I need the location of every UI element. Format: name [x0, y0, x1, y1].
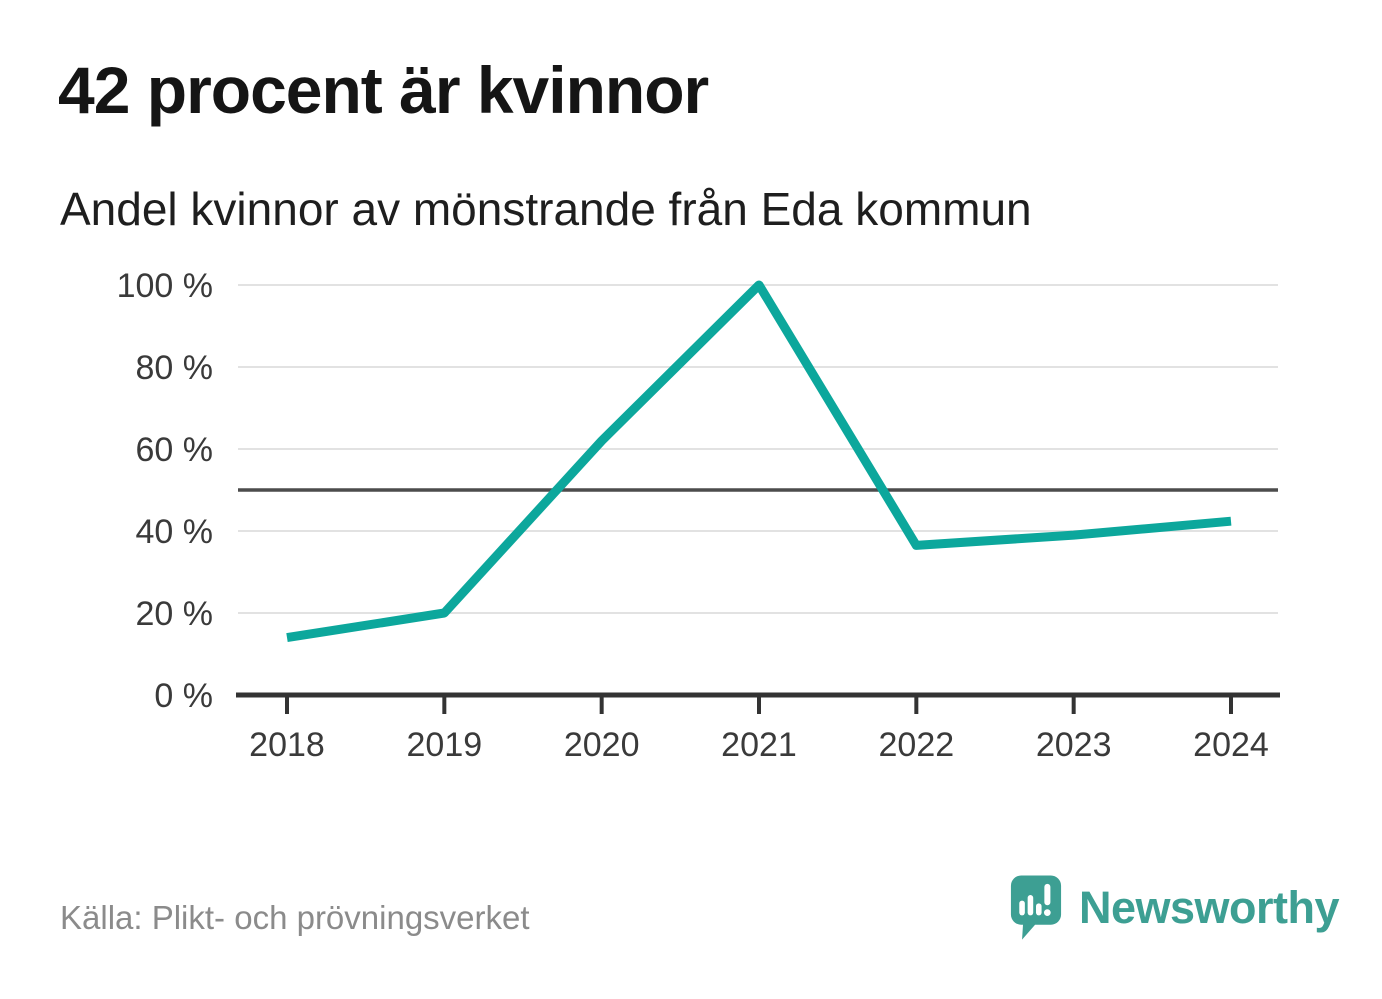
- chart-title: 42 procent är kvinnor: [58, 53, 709, 127]
- svg-text:20 %: 20 %: [136, 595, 214, 633]
- svg-text:100 %: 100 %: [117, 267, 213, 305]
- newsworthy-wordmark: Newsworthy: [1079, 882, 1340, 933]
- source-text: Källa: Plikt- och prövningsverket: [60, 899, 530, 936]
- svg-text:2019: 2019: [407, 726, 483, 764]
- svg-text:0 %: 0 %: [154, 677, 213, 715]
- svg-text:2023: 2023: [1036, 726, 1112, 764]
- svg-text:60 %: 60 %: [136, 431, 214, 469]
- newsworthy-logo-icon: [1010, 875, 1062, 940]
- svg-text:2022: 2022: [879, 726, 955, 764]
- svg-text:2020: 2020: [564, 726, 640, 764]
- svg-text:2024: 2024: [1193, 726, 1269, 764]
- svg-text:80 %: 80 %: [136, 349, 214, 387]
- svg-text:2018: 2018: [249, 726, 325, 764]
- newsworthy-logo: Newsworthy: [1010, 874, 1340, 942]
- chart-subtitle: Andel kvinnor av mönstrande från Eda kom…: [60, 183, 1032, 235]
- svg-text:40 %: 40 %: [136, 513, 214, 551]
- svg-text:2021: 2021: [721, 726, 797, 764]
